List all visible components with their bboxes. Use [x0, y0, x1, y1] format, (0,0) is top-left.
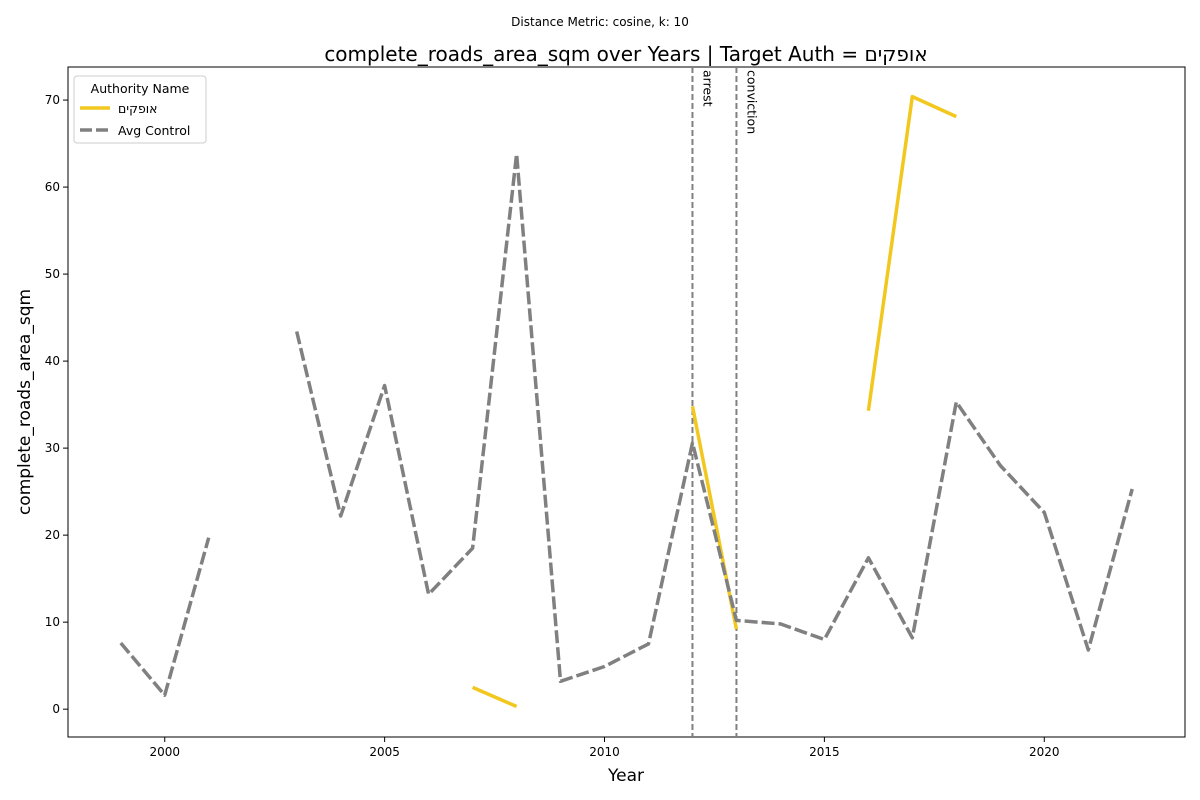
plot-area: 2000 2005 2010 2015 2020 0 10 20 30 40 50 60 70 arr…	[45, 66, 1186, 759]
y-tick-label: 20	[45, 528, 60, 542]
event-label-conviction: conviction	[744, 70, 759, 134]
event-markers: arrest conviction	[691, 67, 759, 737]
y-tick-label: 0	[52, 702, 60, 716]
legend-title: Authority Name	[91, 81, 190, 96]
series-line-target-segment-1	[690, 406, 739, 630]
chart-suptitle: Distance Metric: cosine, k: 10	[511, 15, 689, 29]
x-tick-label: 2005	[369, 745, 400, 759]
legend: Authority Name אופקים Avg Control	[73, 75, 207, 144]
y-tick-label: 50	[45, 267, 60, 281]
x-axis-label: Year	[607, 766, 644, 786]
series-line-avg-control-segment-0	[119, 537, 211, 697]
event-label-arrest: arrest	[700, 70, 715, 107]
x-tick-label: 2020	[1029, 745, 1060, 759]
legend-box	[73, 75, 207, 144]
y-axis-label: complete_roads_area_sqm	[15, 289, 35, 515]
chart-title: complete_roads_area_sqm over Years | Tar…	[324, 42, 927, 66]
x-tick-label: 2000	[149, 745, 180, 759]
y-tick-label: 10	[45, 615, 60, 629]
series-line-avg-control-segment-1	[294, 152, 1134, 684]
y-tick-label: 60	[45, 180, 60, 194]
x-axis-ticks: 2000 2005 2010 2015 2020	[149, 737, 1060, 759]
y-tick-label: 40	[45, 354, 60, 368]
series-line-target-segment-2	[866, 94, 958, 411]
x-tick-label: 2010	[589, 745, 620, 759]
y-axis-ticks: 0 10 20 30 40 50 60 70	[45, 93, 68, 716]
plot-frame	[67, 66, 1186, 738]
x-tick-label: 2015	[809, 745, 840, 759]
series-lines	[119, 94, 1134, 709]
legend-label-avg-control: Avg Control	[118, 123, 190, 138]
y-tick-label: 30	[45, 441, 60, 455]
y-tick-label: 70	[45, 93, 60, 107]
series-line-target-segment-0	[471, 685, 518, 709]
legend-label-target: אופקים	[118, 101, 158, 116]
